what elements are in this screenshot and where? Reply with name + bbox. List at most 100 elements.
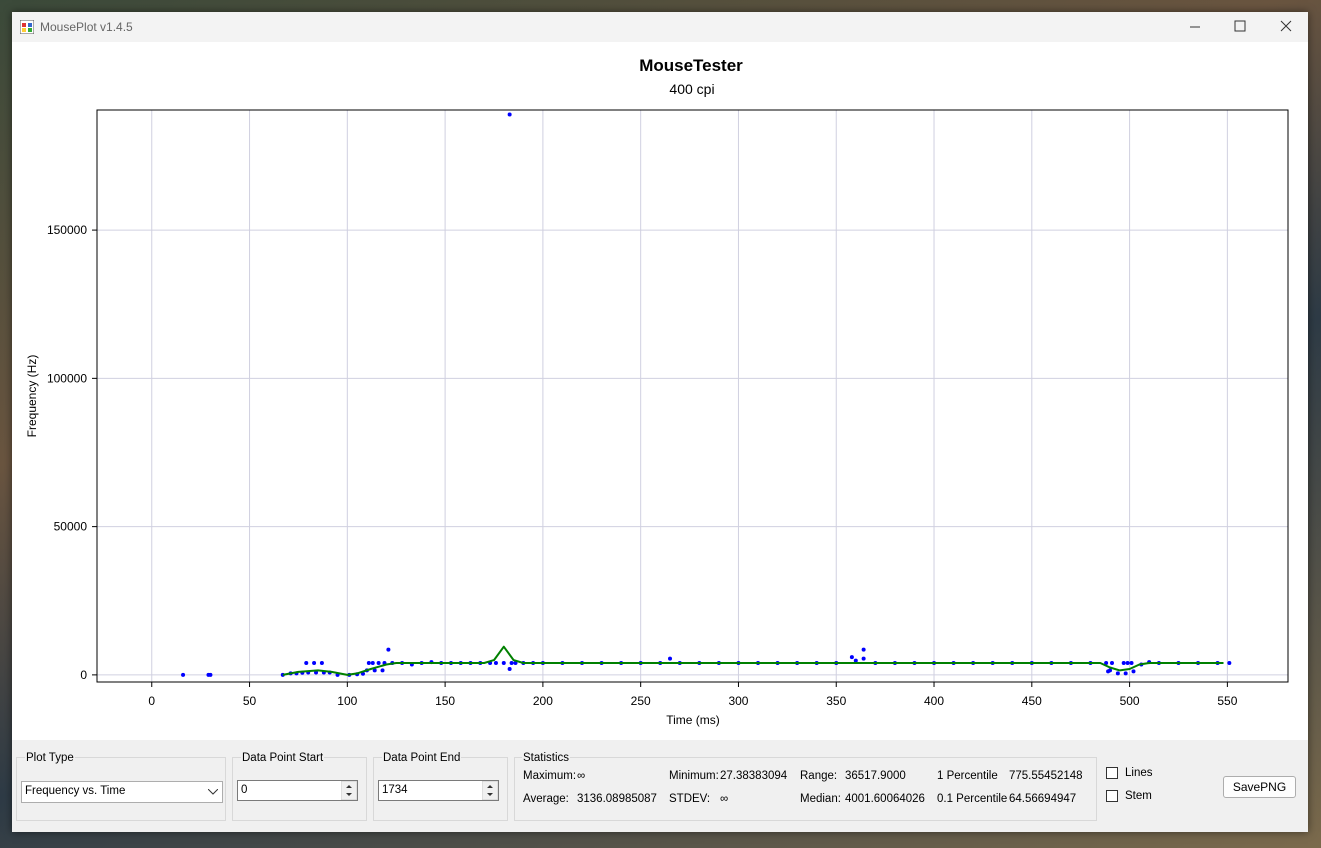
x-tick-label: 150 xyxy=(435,694,455,708)
data-point xyxy=(861,656,866,661)
data-point xyxy=(668,656,673,661)
data-point xyxy=(1108,668,1113,673)
y-tick-label: 50000 xyxy=(54,520,88,534)
data-point xyxy=(386,647,391,652)
stat-label: 1 Percentile xyxy=(937,770,998,782)
data-point xyxy=(1131,669,1136,674)
x-tick-label: 400 xyxy=(924,694,944,708)
x-tick-label: 550 xyxy=(1217,694,1237,708)
data-point xyxy=(380,668,385,673)
stat-value: 775.55452148 xyxy=(1009,770,1083,782)
data-point xyxy=(507,112,512,117)
control-panel xyxy=(12,740,1308,832)
x-tick-label: 350 xyxy=(826,694,846,708)
x-tick-label: 500 xyxy=(1120,694,1140,708)
combo-value: Frequency vs. Time xyxy=(25,785,126,797)
input-value: 1734 xyxy=(382,784,408,796)
data-point xyxy=(312,661,317,666)
data-point xyxy=(513,661,518,666)
data-point xyxy=(493,661,498,666)
statistics-group xyxy=(514,757,1097,821)
x-tick-label: 200 xyxy=(533,694,553,708)
data-point xyxy=(861,647,866,652)
stat-label: Median: xyxy=(800,793,841,805)
data-point xyxy=(376,661,381,666)
y-tick-label: 0 xyxy=(80,668,87,682)
data-point xyxy=(1104,661,1109,666)
maximize-button[interactable] xyxy=(1234,20,1246,32)
close-button[interactable] xyxy=(1280,20,1292,32)
stem-checkbox[interactable] xyxy=(1106,790,1118,802)
x-axis-label: Time (ms) xyxy=(666,713,720,727)
stat-label: Range: xyxy=(800,770,838,782)
save-png-button[interactable]: SavePNG xyxy=(1223,776,1296,798)
data-point xyxy=(319,661,324,666)
stat-label: Minimum: xyxy=(669,770,719,782)
stat-label: 0.1 Percentile xyxy=(937,793,1008,805)
button-label: SavePNG xyxy=(1232,780,1287,794)
group-label: Statistics xyxy=(522,752,571,764)
lines-checkbox[interactable] xyxy=(1106,767,1118,779)
title-bar: MousePlot v1.4.5 xyxy=(12,12,1308,42)
data-point xyxy=(507,666,512,671)
spinner[interactable] xyxy=(482,781,498,800)
stat-value: ∞ xyxy=(720,793,729,805)
stat-value: 27.38383094 xyxy=(720,770,788,782)
data-point xyxy=(1121,661,1126,666)
input-value: 0 xyxy=(241,784,248,796)
window-buttons xyxy=(1190,20,1292,32)
chart: MouseTester 400 cpi Time (ms) Frequency … xyxy=(25,56,1289,727)
combo-arrow xyxy=(208,789,218,795)
data-point xyxy=(1227,661,1232,666)
data-point xyxy=(1115,671,1120,676)
data-point xyxy=(366,661,371,666)
stat-label: STDEV: xyxy=(669,793,711,805)
app-icon xyxy=(20,20,34,34)
plot-type-group xyxy=(16,757,226,821)
data-point xyxy=(1109,661,1114,666)
x-tick-label: 300 xyxy=(728,694,748,708)
chart-subtitle: 400 cpi xyxy=(669,81,714,97)
x-tick-label: 450 xyxy=(1022,694,1042,708)
stat-value: 3136.08985087 xyxy=(577,793,657,805)
data-point xyxy=(509,661,514,666)
y-axis-label: Frequency (Hz) xyxy=(25,355,39,438)
end-input[interactable]: 1734 xyxy=(378,780,499,801)
start-input[interactable]: 0 xyxy=(237,780,358,801)
plot-frame xyxy=(96,109,1289,683)
y-tick-label: 100000 xyxy=(47,371,87,385)
checkbox-label: Lines xyxy=(1125,767,1153,779)
x-tick-label: 250 xyxy=(631,694,651,708)
data-point xyxy=(181,672,186,677)
spinner[interactable] xyxy=(341,781,357,800)
stat-label: Average: xyxy=(523,793,569,805)
group-label: Plot Type xyxy=(25,752,75,764)
trend-line xyxy=(282,645,1224,676)
plot-area xyxy=(97,110,1288,682)
x-tick-label: 0 xyxy=(148,694,155,708)
x-tick-label: 100 xyxy=(337,694,357,708)
data-point xyxy=(853,658,858,663)
y-tick-label: 150000 xyxy=(47,223,87,237)
checkbox-label: Stem xyxy=(1125,790,1152,802)
data-point xyxy=(1129,661,1134,666)
group-label: Data Point Start xyxy=(241,752,325,764)
stat-value: 36517.9000 xyxy=(845,770,906,782)
data-point xyxy=(501,661,506,666)
stat-value: 64.56694947 xyxy=(1009,793,1077,805)
stat-value: ∞ xyxy=(577,770,586,782)
data-point xyxy=(1123,671,1128,676)
x-tick-label: 50 xyxy=(243,694,257,708)
stat-label: Maximum: xyxy=(523,770,577,782)
data-point xyxy=(208,672,213,677)
group-label: Data Point End xyxy=(382,752,462,764)
data-point xyxy=(370,661,375,666)
data-point xyxy=(304,661,309,666)
chart-title: MouseTester xyxy=(639,56,743,75)
stat-value: 4001.60064026 xyxy=(845,793,925,805)
data-point xyxy=(1125,661,1130,666)
window-title: MousePlot v1.4.5 xyxy=(40,20,133,34)
plot-type-combo[interactable]: Frequency vs. Time xyxy=(21,781,223,803)
data-point xyxy=(849,655,854,660)
